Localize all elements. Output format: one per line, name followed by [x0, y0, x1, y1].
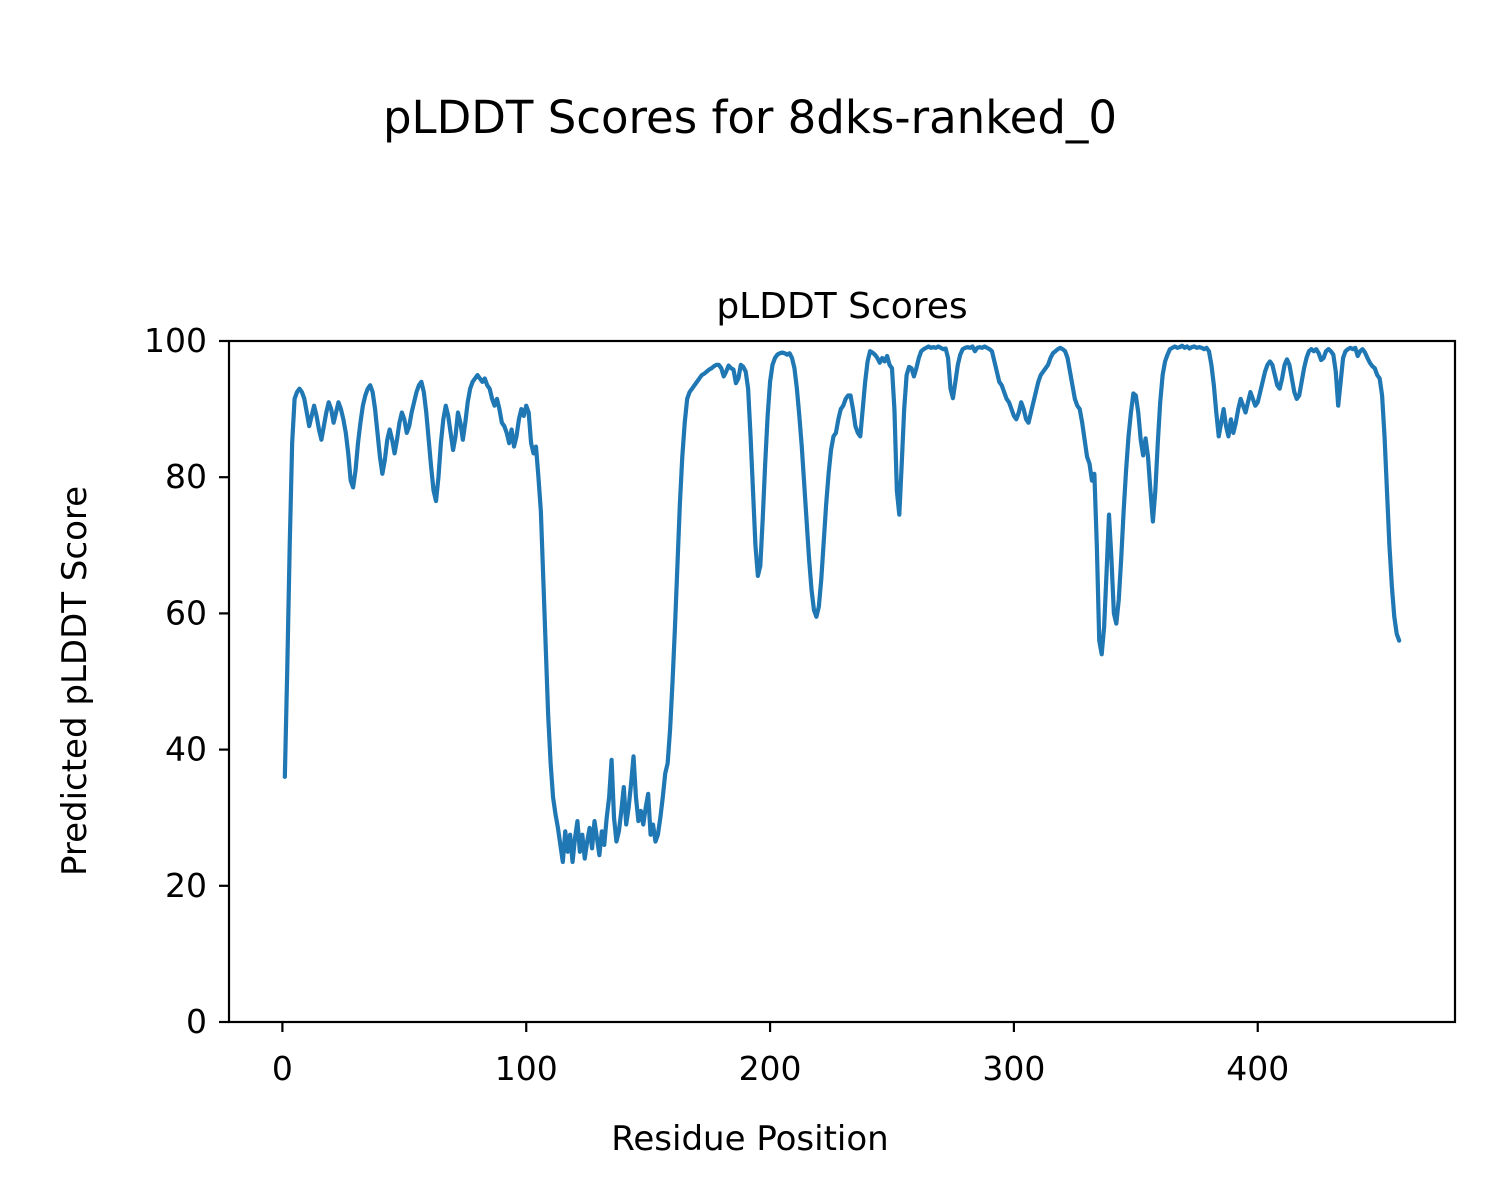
x-tick-label: 200 [739, 1049, 802, 1088]
y-tick-label: 60 [165, 593, 207, 632]
figure-title: pLDDT Scores for 8dks-ranked_0 [383, 91, 1117, 144]
x-tick-label: 0 [272, 1049, 293, 1088]
y-tick-label: 0 [186, 1002, 207, 1041]
axes-frame [227, 339, 1457, 1024]
x-tick-label: 400 [1226, 1049, 1289, 1088]
y-tick-label: 40 [165, 730, 207, 769]
x-tick-label: 100 [495, 1049, 558, 1088]
x-axis-label: Residue Position [611, 1119, 888, 1159]
axes-title: pLDDT Scores [716, 286, 967, 327]
y-axis-label: Predicted pLDDT Score [55, 486, 95, 876]
plddt-series-line [282, 343, 1402, 865]
y-tick-label: 100 [144, 321, 207, 360]
x-tick-label: 300 [982, 1049, 1045, 1088]
x-axis-ticks: 0 100 200 300 400 [272, 1022, 1289, 1088]
y-tick-label: 20 [165, 866, 207, 905]
y-axis-ticks: 0 20 40 60 80 100 [144, 321, 229, 1041]
y-tick-label: 80 [165, 457, 207, 496]
